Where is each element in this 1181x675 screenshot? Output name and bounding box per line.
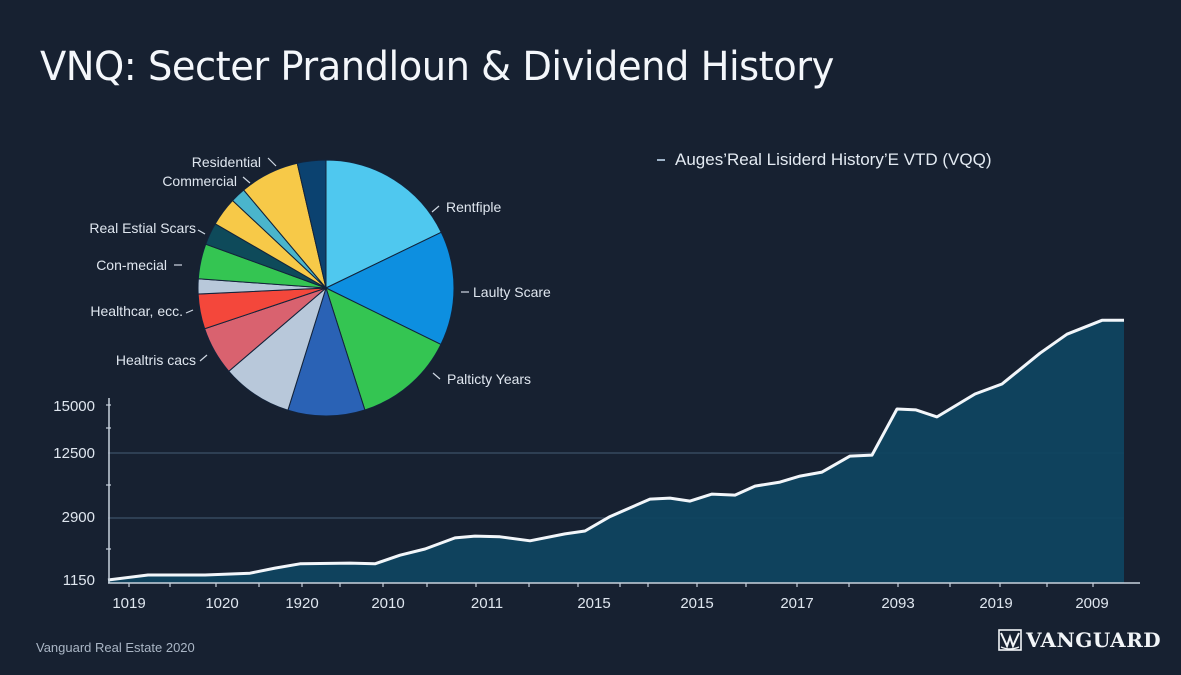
x-tick-label: 2010 xyxy=(371,595,404,612)
pie-label: Palticty Years xyxy=(447,371,531,387)
brand-name: VANGUARD xyxy=(1026,628,1162,652)
pie-label: Con-mecial xyxy=(96,257,167,273)
line-chart-legend: Auges’Real Lisiderd History’E VTD (VQQ) xyxy=(657,150,991,170)
pie-label: Healtris cacs xyxy=(116,352,196,368)
x-tick-label: 1019 xyxy=(112,595,145,612)
y-tick-label: 1150 xyxy=(63,572,95,589)
x-tick-label: 1020 xyxy=(205,595,238,612)
x-tick-label: 2011 xyxy=(471,595,503,612)
x-tick-label: 2015 xyxy=(577,595,610,612)
page-title: VNQ: Secter Prandloun & Dividend History xyxy=(40,44,834,90)
pie-slice xyxy=(324,231,455,346)
pie-label: Rentfiple xyxy=(446,199,501,215)
y-tick-label: 15000 xyxy=(53,398,95,415)
x-axis-ticks: 1019 1020 1920 2010 2011 2015 2015 2017 2093 2019… xyxy=(112,583,1109,612)
vanguard-logo: VANGUARD xyxy=(998,628,1161,652)
x-tick-label: 2093 xyxy=(881,595,914,612)
area-fill xyxy=(108,320,1124,583)
pie-label: Commercial xyxy=(162,173,237,189)
x-tick-label: 2015 xyxy=(680,595,713,612)
pie-label: Healthcar, ecc. xyxy=(90,303,183,319)
pie-slice xyxy=(325,287,442,411)
pie-leader-line xyxy=(199,354,208,362)
y-tick-label: 2900 xyxy=(62,509,95,526)
pie-leader-line xyxy=(267,157,277,167)
x-tick-label: 2009 xyxy=(1075,595,1108,612)
vanguard-ship-logo-icon xyxy=(998,629,1022,651)
sector-pie-chart xyxy=(197,159,455,417)
area-chart: 1150 2900 12500 15000 1019 1020 1920 2010 2011 2… xyxy=(53,318,1140,612)
y-axis-ticks: 1150 2900 12500 15000 xyxy=(53,398,111,589)
dividend-line xyxy=(107,318,1124,582)
y-tick-label: 12500 xyxy=(53,445,95,462)
pie-slice xyxy=(325,159,442,289)
legend-line-swatch-icon xyxy=(657,159,665,161)
pie-leader-line xyxy=(242,176,251,184)
x-tick-label: 1920 xyxy=(285,595,318,612)
pie-slice xyxy=(287,286,366,417)
pie-labels: Rentfiple Laulty Scare Palticty Years Healt… xyxy=(89,154,551,387)
pie-label: Residential xyxy=(192,154,261,170)
pie-leader-line xyxy=(432,372,441,380)
pie-leader-line xyxy=(431,205,440,213)
pie-leader-line xyxy=(185,309,194,314)
pie-slice xyxy=(296,159,327,289)
x-tick-label: 2017 xyxy=(780,595,813,612)
pie-leader-line xyxy=(197,229,206,235)
legend-label: Auges’Real Lisiderd History’E VTD (VQQ) xyxy=(675,150,992,169)
source-caption: Vanguard Real Estate 2020 xyxy=(36,640,195,655)
x-tick-label: 2019 xyxy=(979,595,1012,612)
pie-label: Real Estial Scars xyxy=(89,220,196,236)
pie-label: Laulty Scare xyxy=(473,284,551,300)
